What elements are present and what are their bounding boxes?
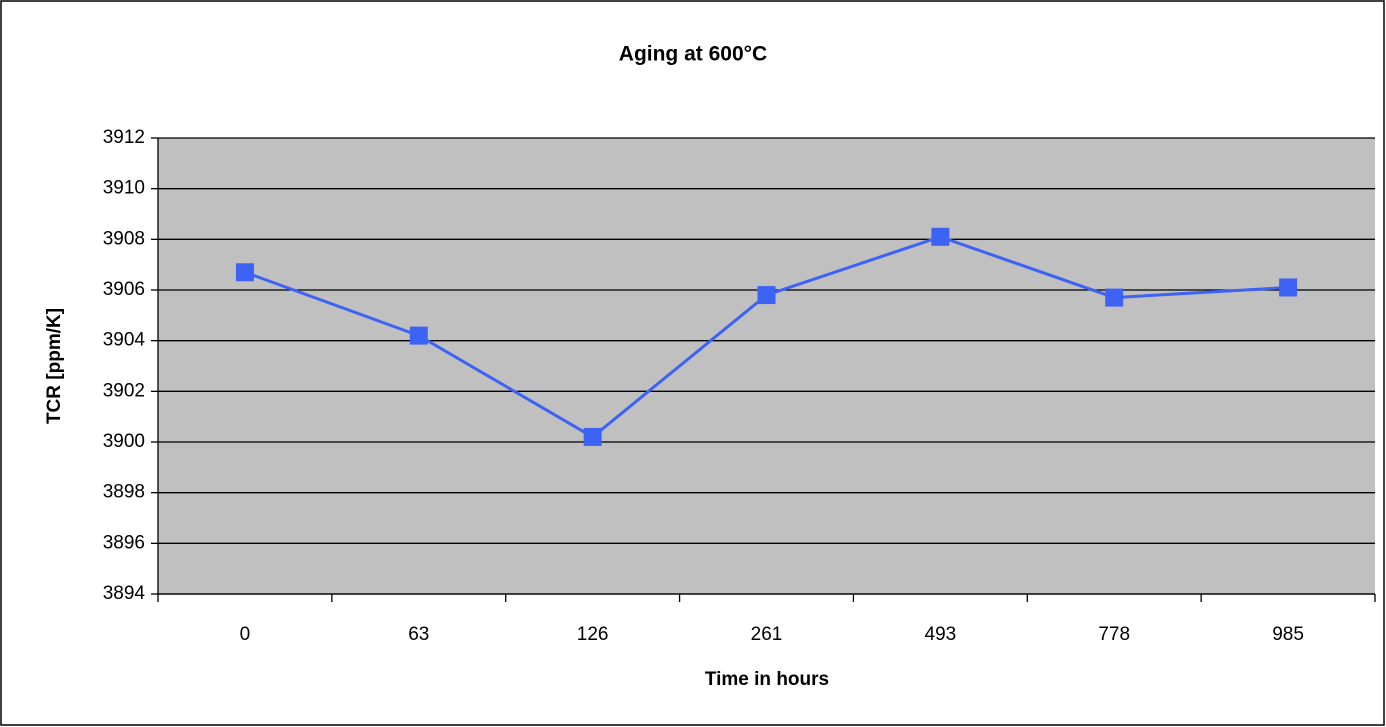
chart-title: Aging at 600°C bbox=[619, 43, 767, 66]
marker bbox=[409, 326, 428, 345]
y-tick-label: 3894 bbox=[103, 583, 146, 604]
y-tick-label: 3908 bbox=[103, 228, 145, 249]
x-axis-title: Time in hours bbox=[705, 669, 829, 690]
x-tick-label: 778 bbox=[1098, 624, 1130, 645]
y-axis-title: TCR [ppm/K] bbox=[44, 308, 65, 424]
x-tick-label: 985 bbox=[1272, 624, 1304, 645]
y-tick-label: 3910 bbox=[103, 178, 145, 199]
y-tick-label: 3902 bbox=[103, 380, 145, 401]
plot-area bbox=[158, 138, 1375, 594]
marker bbox=[931, 227, 950, 246]
marker bbox=[583, 427, 602, 446]
x-tick-label: 261 bbox=[751, 624, 783, 645]
marker bbox=[757, 286, 776, 305]
y-tick-label: 3900 bbox=[103, 431, 145, 452]
y-tick-label: 3896 bbox=[103, 532, 145, 553]
x-tick-label: 0 bbox=[240, 624, 251, 645]
marker bbox=[1105, 288, 1124, 307]
y-tick-label: 3906 bbox=[103, 279, 145, 300]
marker bbox=[1279, 278, 1298, 297]
marker bbox=[235, 263, 254, 282]
x-tick-label: 126 bbox=[577, 624, 609, 645]
y-tick-label: 3898 bbox=[103, 482, 145, 503]
y-tick-label: 3904 bbox=[103, 330, 146, 351]
x-tick-label: 63 bbox=[408, 624, 429, 645]
x-tick-label: 493 bbox=[925, 624, 957, 645]
y-tick-label: 3912 bbox=[103, 127, 145, 148]
